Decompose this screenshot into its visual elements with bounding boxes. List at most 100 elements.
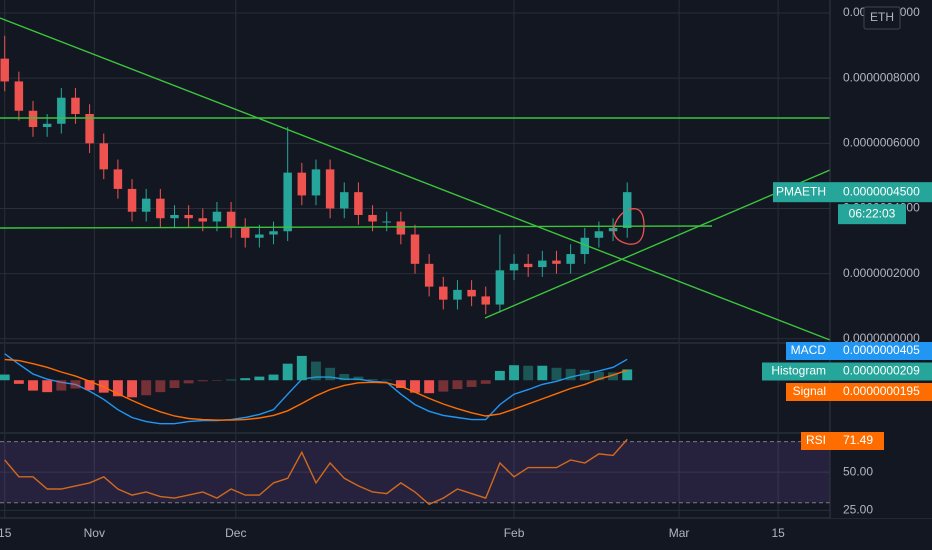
candle-body [453, 289, 462, 300]
candle-body [42, 123, 52, 128]
countdown: 06:22:03 [849, 206, 896, 220]
candle-body [354, 192, 363, 215]
histogram-bar [13, 380, 24, 384]
candle-body [198, 218, 208, 222]
histogram-bar [112, 380, 123, 397]
series-line [4, 438, 628, 506]
series-line [4, 353, 628, 425]
x-tick-label: 15 [771, 526, 785, 540]
symbol: ETH [870, 10, 894, 24]
histogram-bar [353, 376, 364, 381]
drawings [0, 17, 831, 341]
histogram-bar [438, 380, 449, 392]
series-line [4, 358, 628, 421]
histogram-bar [183, 380, 194, 384]
histogram-bar [523, 365, 534, 381]
candle-body [255, 234, 264, 238]
candle-body [396, 221, 406, 235]
value-label: 0.0000000209 [843, 364, 920, 378]
histogram-bar [254, 376, 265, 381]
y-tick-label: 25.00 [843, 503, 873, 517]
last-price-label: 0.0000004500 [843, 184, 920, 198]
candle-body [566, 254, 575, 264]
y-tick-label: 50.00 [843, 464, 873, 478]
trend-line [484, 169, 831, 319]
candle-body [141, 198, 151, 212]
histogram-bar [424, 380, 435, 394]
candle-body [283, 172, 292, 232]
candle-body [99, 143, 108, 170]
x-tick-label: Nov [84, 526, 105, 540]
labels: 0.00000100000.00000080000.00000060000.00… [0, 5, 932, 540]
candle-body [608, 228, 618, 232]
candle-body [410, 234, 420, 264]
y-tick-label: 0.0000002000 [843, 266, 920, 280]
y-tick-label: 0.0000008000 [843, 70, 920, 84]
histogram-bar [226, 379, 237, 381]
candle-body [311, 169, 321, 196]
histogram-bar [622, 369, 633, 381]
trend-line [0, 17, 831, 341]
histogram-bar [155, 380, 166, 393]
candle-body [127, 188, 137, 212]
value-badge [830, 383, 932, 401]
candle-body [340, 192, 349, 209]
histogram-bar [211, 380, 222, 381]
candle-body [495, 270, 505, 305]
histogram-bar [28, 380, 38, 391]
histogram-bar [325, 367, 336, 381]
value-label: 71.49 [843, 433, 873, 447]
histogram-bar [311, 361, 321, 381]
histogram-bar [551, 367, 562, 381]
value-badge [830, 362, 932, 381]
histogram-bar [608, 372, 619, 381]
candle-body [325, 169, 335, 209]
candle-body [71, 97, 80, 114]
symbol-badge [863, 6, 901, 30]
candle-body [594, 231, 604, 238]
histogram-bar [42, 380, 53, 393]
candle-body [113, 169, 123, 189]
histogram-bar [56, 380, 67, 391]
rsi-band [0, 441, 830, 503]
histogram-bar [509, 365, 519, 381]
histogram-bar [84, 380, 95, 391]
histogram-bar [466, 380, 477, 387]
marks [0, 35, 633, 506]
histogram-bar [127, 380, 137, 398]
candle-body [368, 214, 377, 222]
value-label: 0.0000000405 [843, 343, 920, 357]
histogram-bar [395, 380, 406, 388]
candle-body [297, 172, 307, 196]
histogram-bar [593, 371, 604, 381]
x-tick-label: 15 [0, 526, 12, 540]
value-badge [830, 432, 884, 450]
last-price-name-badge [773, 182, 830, 203]
histogram-bar [282, 363, 293, 381]
candle-body [424, 263, 434, 287]
legend-label: MACD [791, 343, 827, 357]
y-tick-label: 0.0000006000 [843, 135, 920, 149]
histogram-bar [70, 380, 81, 389]
candle-body [467, 289, 476, 297]
histogram-bar [141, 380, 152, 396]
candle-body [240, 228, 250, 238]
candle-body [552, 260, 561, 264]
histogram-bar [197, 380, 208, 382]
candle-body [622, 192, 632, 228]
candle-body [226, 211, 236, 228]
price-axis [830, 0, 932, 518]
last-price-name: PMAETH [776, 184, 826, 198]
y-tick-label: 0.0000000000 [843, 331, 920, 345]
histogram-bar [381, 379, 392, 381]
histogram-bar [565, 368, 576, 381]
legend-badge [762, 362, 830, 381]
candle-body [14, 81, 24, 111]
candle-body [170, 214, 179, 219]
histogram-bar [452, 380, 463, 390]
legend-label: Histogram [771, 364, 826, 378]
candle-body [509, 263, 519, 271]
countdown-badge [838, 204, 906, 225]
candle-body [57, 97, 66, 124]
